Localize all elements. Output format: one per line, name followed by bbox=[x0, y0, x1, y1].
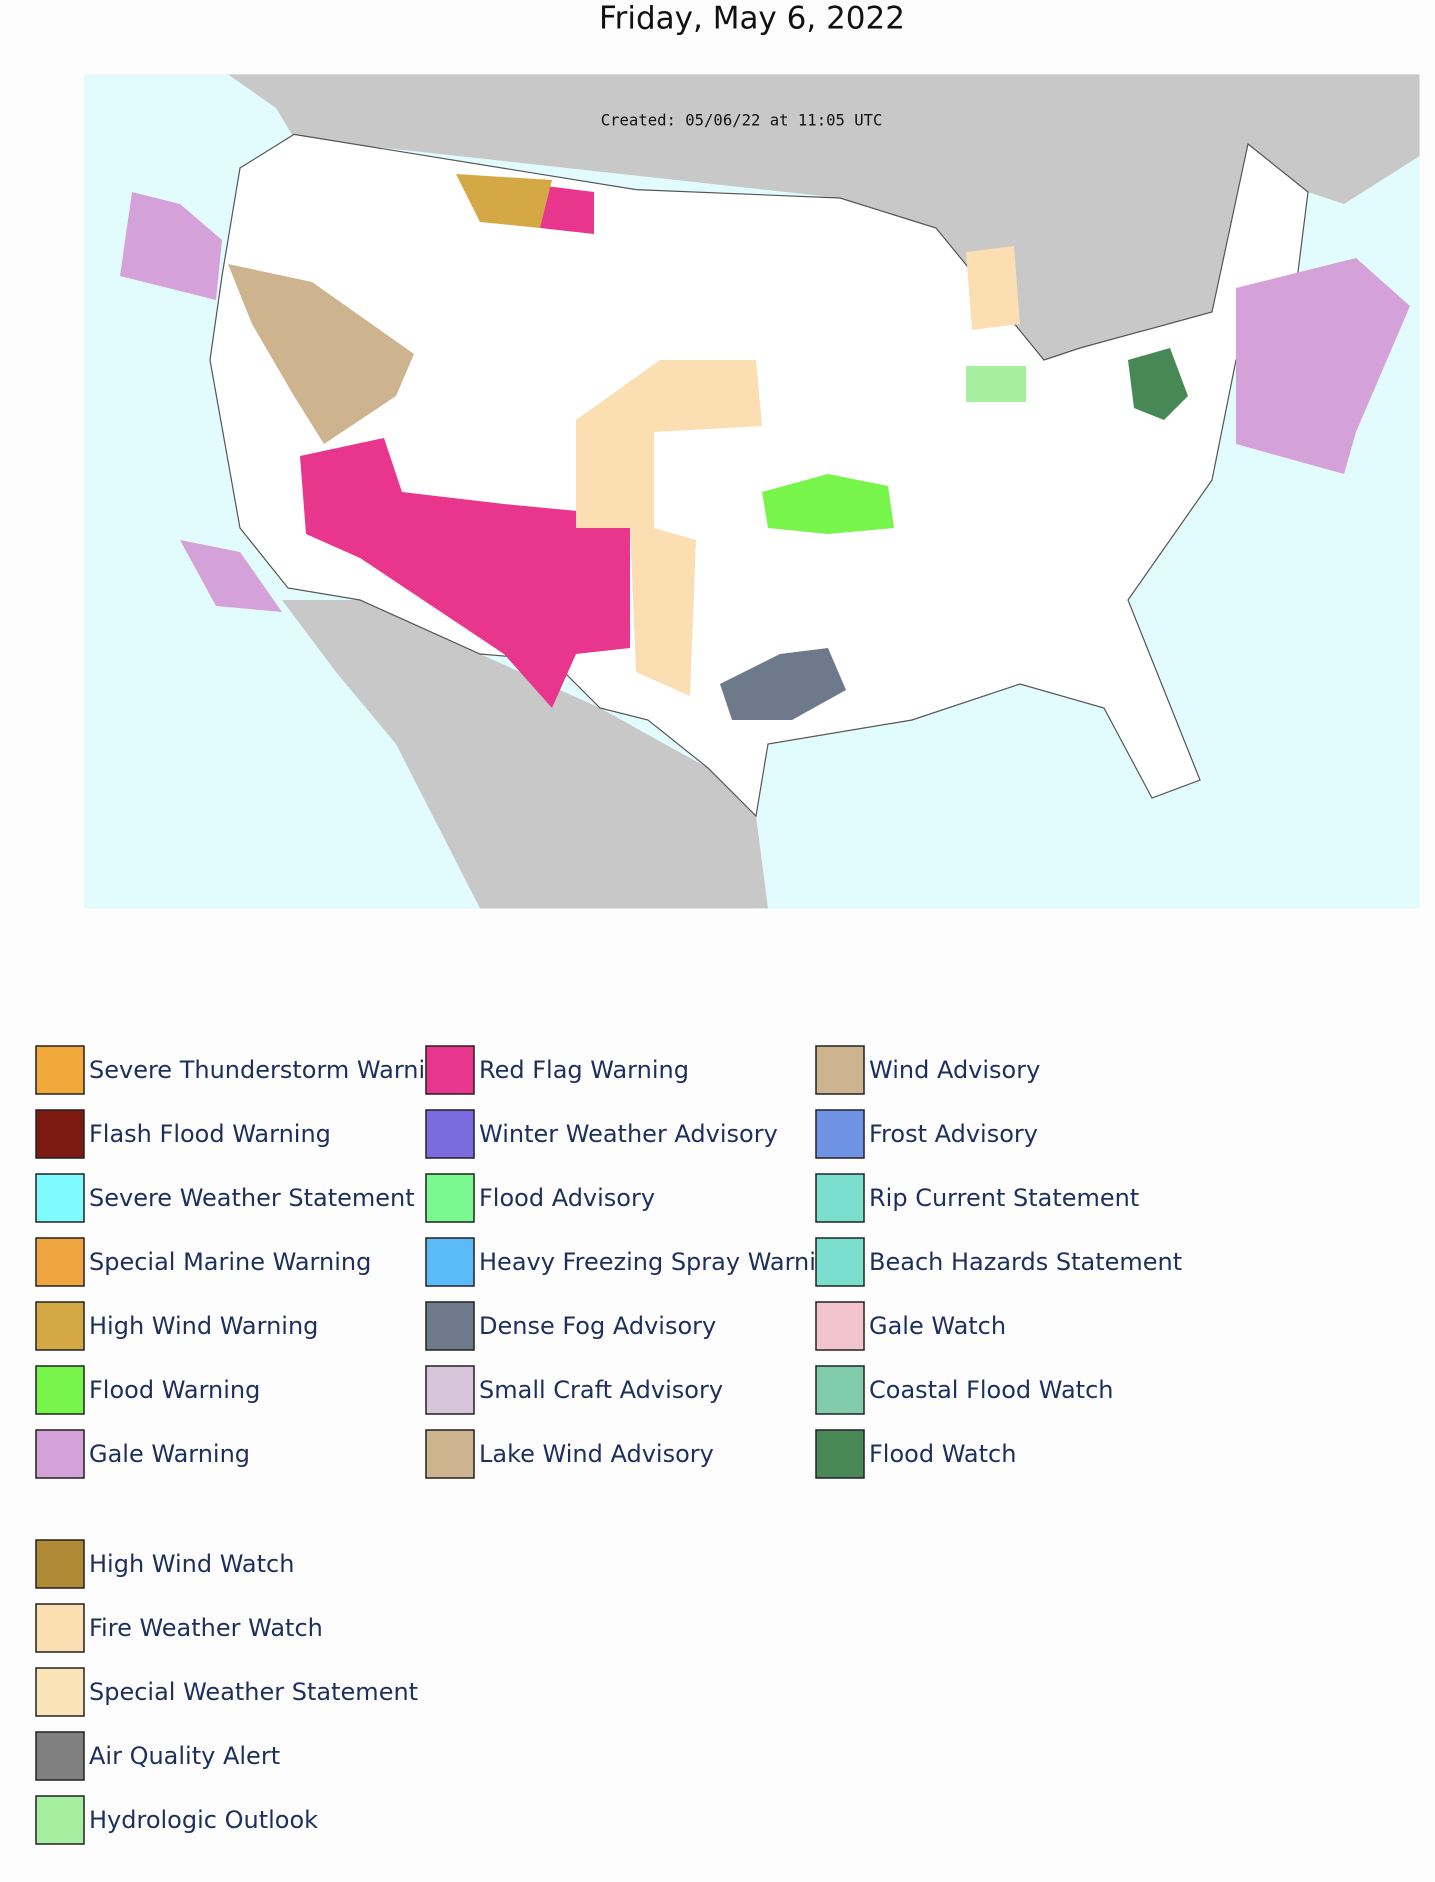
legend-swatch bbox=[815, 1365, 865, 1415]
legend-label: Flood Warning bbox=[89, 1376, 260, 1404]
legend-label: Flood Advisory bbox=[479, 1184, 655, 1212]
high-wind-area bbox=[456, 174, 552, 229]
legend-swatch bbox=[815, 1109, 865, 1159]
legend-label: High Wind Warning bbox=[89, 1312, 318, 1340]
special-statement-area bbox=[966, 246, 1021, 330]
legend-swatch bbox=[35, 1173, 85, 1223]
legend-swatch bbox=[35, 1045, 85, 1095]
canada bbox=[228, 74, 1420, 361]
legend-swatch bbox=[35, 1365, 85, 1415]
legend-swatch bbox=[815, 1173, 865, 1223]
legend-label: Gale Warning bbox=[89, 1440, 250, 1468]
gale-area bbox=[1236, 258, 1410, 475]
legend-label: Frost Advisory bbox=[869, 1120, 1038, 1148]
legend-swatch bbox=[425, 1365, 475, 1415]
red-flag-area bbox=[300, 438, 630, 708]
legend-swatch bbox=[425, 1045, 475, 1095]
legend-swatch bbox=[425, 1173, 475, 1223]
legend-label: Gale Watch bbox=[869, 1312, 1006, 1340]
red-flag-area bbox=[540, 186, 594, 235]
legend-label: Flash Flood Warning bbox=[89, 1120, 331, 1148]
legend-label: Fire Weather Watch bbox=[89, 1614, 323, 1642]
mexico bbox=[282, 600, 768, 909]
legend-swatch bbox=[35, 1301, 85, 1351]
flood-watch-area bbox=[1128, 348, 1188, 421]
legend-swatch bbox=[815, 1237, 865, 1287]
legend-swatch bbox=[35, 1109, 85, 1159]
legend-label: Small Craft Advisory bbox=[479, 1376, 723, 1404]
legend-label: Lake Wind Advisory bbox=[479, 1440, 714, 1468]
legend-label: High Wind Watch bbox=[89, 1550, 294, 1578]
legend-label: Wind Advisory bbox=[869, 1056, 1040, 1084]
hydrologic-area bbox=[966, 366, 1026, 403]
legend-label: Beach Hazards Statement bbox=[869, 1248, 1182, 1276]
map-created-label: Created: 05/06/22 at 11:05 UTC bbox=[601, 112, 883, 130]
legend-label: Air Quality Alert bbox=[89, 1742, 280, 1770]
legend-swatch bbox=[815, 1045, 865, 1095]
legend-label: Special Weather Statement bbox=[89, 1678, 418, 1706]
legend-label: Severe Weather Statement bbox=[89, 1184, 415, 1212]
legend-swatch bbox=[425, 1429, 475, 1479]
legend-label: Severe Thunderstorm Warning bbox=[89, 1056, 456, 1084]
gale-area bbox=[180, 540, 282, 612]
legend-swatch bbox=[35, 1603, 85, 1653]
legend-label: Flood Watch bbox=[869, 1440, 1016, 1468]
legend-label: Hydrologic Outlook bbox=[89, 1806, 318, 1834]
flood-area bbox=[762, 474, 895, 534]
legend-swatch bbox=[815, 1301, 865, 1351]
legend-swatch bbox=[815, 1429, 865, 1479]
legend-swatch bbox=[425, 1109, 475, 1159]
legend-label: Red Flag Warning bbox=[479, 1056, 689, 1084]
legend-label: Special Marine Warning bbox=[89, 1248, 371, 1276]
fog-area bbox=[720, 648, 847, 720]
legend-swatch bbox=[35, 1539, 85, 1589]
map: Created: 05/06/22 at 11:05 UTC bbox=[84, 74, 1420, 909]
legend-label: Dense Fog Advisory bbox=[479, 1312, 716, 1340]
united-states bbox=[209, 133, 1309, 818]
fire-weather-area bbox=[576, 360, 762, 696]
gale-area bbox=[120, 192, 223, 300]
legend-swatch bbox=[425, 1237, 475, 1287]
wind-area bbox=[228, 264, 415, 445]
legend-swatch bbox=[35, 1795, 85, 1845]
page-title: Friday, May 6, 2022 bbox=[599, 1, 905, 37]
legend-swatch bbox=[35, 1429, 85, 1479]
legend-swatch bbox=[35, 1667, 85, 1717]
legend-label: Winter Weather Advisory bbox=[479, 1120, 778, 1148]
legend-label: Rip Current Statement bbox=[869, 1184, 1139, 1212]
legend-label: Heavy Freezing Spray Warning bbox=[479, 1248, 846, 1276]
legend-label: Coastal Flood Watch bbox=[869, 1376, 1114, 1404]
legend-swatch bbox=[35, 1731, 85, 1781]
legend-swatch bbox=[35, 1237, 85, 1287]
legend-swatch bbox=[425, 1301, 475, 1351]
